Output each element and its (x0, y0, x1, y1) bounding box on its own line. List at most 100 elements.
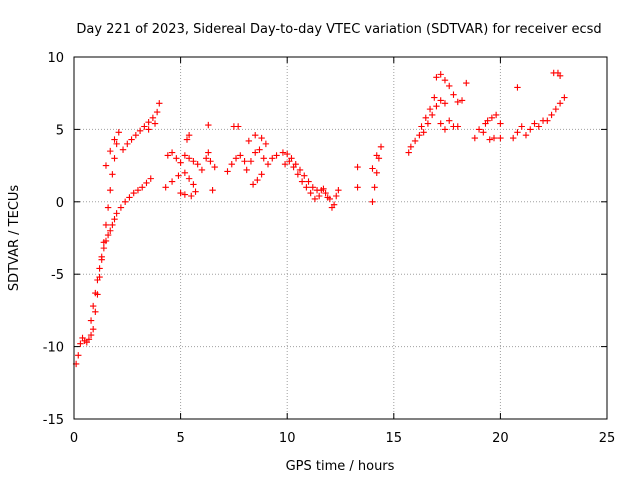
data-point (132, 131, 140, 139)
data-point (109, 221, 116, 229)
data-point (149, 114, 157, 122)
data-point (109, 171, 116, 178)
data-point (205, 121, 212, 129)
data-point (373, 152, 380, 159)
data-point (181, 152, 189, 159)
data-point (224, 168, 231, 175)
data-point (492, 111, 500, 119)
data-point (175, 172, 182, 179)
y-tick-label: -10 (43, 341, 64, 356)
data-point (294, 171, 302, 178)
data-point (482, 120, 489, 127)
data-point (531, 120, 538, 127)
data-point (153, 108, 161, 116)
data-point (441, 76, 449, 84)
y-axis-label: SDTVAR / TECUs (7, 185, 22, 292)
data-point (433, 103, 440, 110)
data-point (335, 187, 342, 194)
data-point (181, 169, 189, 177)
data-point (107, 147, 114, 155)
data-point (177, 159, 184, 166)
data-point (490, 134, 498, 142)
data-point (113, 210, 120, 217)
data-point (441, 126, 449, 133)
data-point (480, 129, 487, 136)
data-point (561, 94, 568, 101)
data-point (290, 163, 297, 171)
data-point (107, 187, 114, 194)
data-point (107, 227, 114, 234)
data-point (190, 181, 197, 188)
data-point (177, 189, 184, 197)
data-point (486, 136, 493, 143)
data-point (527, 126, 534, 133)
data-point (324, 194, 331, 201)
axis-ticks: 0 5 10 15 20 25 -15 -10 -5 0 5 10 (43, 51, 616, 446)
data-point (298, 178, 306, 185)
data-point (446, 117, 453, 124)
x-tick-label: 0 (70, 431, 78, 446)
data-point (100, 244, 108, 252)
data-point (202, 155, 210, 162)
data-point (437, 120, 444, 127)
data-point (104, 204, 112, 211)
data-point (102, 237, 110, 245)
data-point (371, 184, 378, 191)
data-point (89, 302, 97, 310)
data-point (354, 163, 361, 171)
data-point (296, 166, 304, 174)
data-point (136, 127, 144, 135)
data-point (405, 149, 412, 156)
data-point (151, 120, 159, 127)
data-point (544, 117, 551, 124)
data-point (254, 176, 261, 184)
data-point (497, 120, 504, 127)
data-point (198, 166, 206, 174)
data-point (522, 131, 530, 139)
data-point (145, 126, 152, 133)
data-point (143, 179, 150, 187)
data-points (72, 69, 568, 368)
data-point (315, 192, 323, 200)
data-point (92, 289, 99, 297)
data-point (173, 155, 180, 162)
data-point (164, 152, 172, 159)
data-point (328, 204, 336, 211)
data-point (126, 194, 133, 201)
data-point (190, 158, 197, 165)
grid (74, 57, 607, 419)
data-point (548, 111, 555, 119)
data-point (333, 192, 340, 200)
data-point (205, 149, 212, 156)
data-point (307, 189, 314, 197)
data-point (454, 98, 461, 106)
data-point (286, 158, 293, 165)
data-point (245, 137, 253, 145)
data-point (134, 187, 142, 194)
y-tick-label: 5 (56, 123, 64, 138)
data-point (311, 195, 319, 203)
data-point (260, 155, 267, 162)
x-tick-label: 20 (492, 431, 509, 446)
data-point (488, 114, 496, 122)
data-point (185, 155, 193, 162)
data-point (147, 175, 154, 182)
chart-title: Day 221 of 2023, Sidereal Day-to-day VTE… (76, 22, 601, 37)
data-point (514, 129, 521, 136)
data-point (424, 120, 432, 127)
data-point (407, 143, 415, 150)
data-point (305, 178, 312, 185)
data-point (181, 191, 189, 198)
data-point (168, 149, 176, 156)
data-point (556, 100, 564, 107)
data-point (262, 140, 270, 148)
data-point (121, 198, 129, 205)
data-point (194, 160, 201, 168)
data-point (252, 149, 259, 156)
data-point (111, 155, 118, 162)
x-axis-label: GPS time / hours (286, 459, 395, 474)
data-point (373, 169, 380, 177)
data-point (139, 184, 146, 191)
data-point (279, 149, 287, 156)
